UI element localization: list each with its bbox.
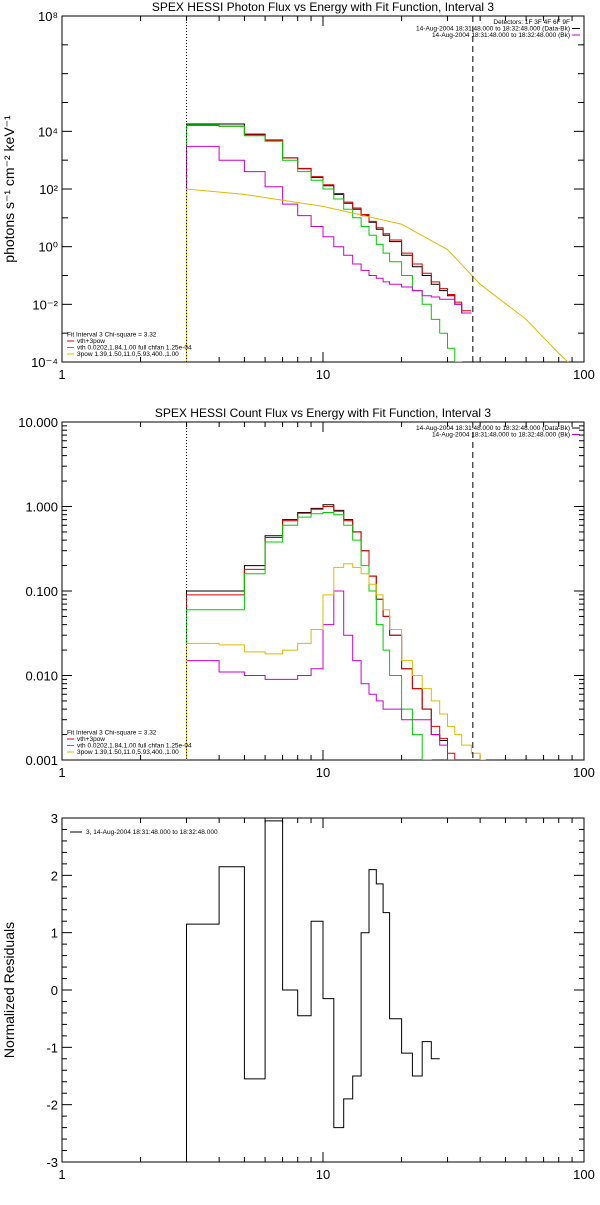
- y-tick-label: 0.010: [25, 669, 58, 684]
- plot-area: [186, 422, 486, 760]
- legend-top-right-entry: 14-Aug-2004 18:31:48.000 to 18:32:48.000…: [432, 432, 570, 439]
- legend-bottom-left-entry: vth+3pow: [77, 736, 105, 743]
- y-tick-label: 10⁸: [38, 9, 58, 24]
- x-tick-label: 1: [58, 765, 65, 780]
- y-tick-label: 10⁴: [38, 124, 58, 139]
- y-tick-label: -1: [46, 1040, 58, 1055]
- legend-bottom-left-entry: vth 0.0202,1.84,1.00 full chfan 1.25e-04: [77, 743, 192, 750]
- x-axis-ticks: [61, 818, 573, 1162]
- x-tick-label: 1: [58, 1167, 65, 1182]
- series-line-1: [186, 820, 440, 1162]
- x-tick-label: 1: [58, 367, 65, 382]
- legend-bottom-left-entry: 3pow 1.39,1.50,11.0,5.93,400.,1.00: [77, 351, 179, 358]
- y-tick-label: -2: [46, 1098, 58, 1113]
- series-line-4: [186, 590, 456, 760]
- x-tick-label: 10: [316, 367, 330, 382]
- legend-top-right-entry: 14-Aug-2004 18:31:48.000 to 18:32:48.000…: [432, 32, 570, 39]
- x-tick-label: 100: [573, 1167, 595, 1182]
- legend-top-right-entry: 14-Aug-2004 18:31:48.000 to 18:32:48.000…: [416, 425, 570, 432]
- y-axis-label: Normalized Residuals: [1, 922, 17, 1058]
- legend-bottom-left-entry: Fit Interval 3 Chi-square = 3.32: [67, 730, 157, 737]
- y-axis-ticks: [62, 421, 584, 761]
- series-line-1: [186, 504, 456, 760]
- y-axis-label: photons s⁻¹ cm⁻² keV⁻¹: [1, 115, 17, 263]
- x-tick-label: 10: [316, 765, 330, 780]
- series-line-4: [186, 145, 472, 362]
- legend-top-right-entry: 14-Aug-2004 18:31:48.000 to 18:32:48.000…: [416, 26, 570, 33]
- y-tick-label: 10⁻⁴: [31, 355, 58, 370]
- y-tick-label: 0.001: [25, 753, 58, 768]
- y-tick-label: 0: [51, 983, 58, 998]
- plot-frame: [61, 421, 585, 761]
- model-curve: [186, 188, 569, 362]
- x-axis-ticks: [61, 422, 573, 760]
- y-tick-label: 3: [51, 811, 58, 826]
- x-tick-label: 100: [573, 765, 595, 780]
- x-tick-label: 100: [573, 367, 595, 382]
- chart-title: SPEX HESSI Photon Flux vs Energy with Fi…: [152, 0, 494, 14]
- y-tick-label: 10⁰: [38, 240, 58, 255]
- series-line-2: [186, 124, 472, 362]
- series-line-5: [186, 563, 486, 760]
- y-tick-label: -3: [46, 1155, 58, 1170]
- y-tick-label: 0.100: [25, 584, 58, 599]
- x-tick-label: 10: [316, 1167, 330, 1182]
- chart-panel-3: 1 10 100 -3 -2 -1 0 1 2 3 Normalized Residuals 3, 1…: [1, 811, 595, 1182]
- y-tick-label: 1.000: [25, 500, 58, 515]
- chart-panel-2: SPEX HESSI Count Flux vs Energy with Fit…: [18, 406, 595, 780]
- legend-bottom-left-entry: Fit Interval 3 Chi-square = 3.32: [67, 332, 157, 339]
- legend-bottom-left-entry: vth 0.0202,1.84,1.00 full chfan 1.25e-04: [77, 345, 192, 352]
- legend-top-right-entry: Detectors: 1F 3F 4F 6F 9F: [493, 19, 570, 26]
- legend-bottom-left-entry: 3pow 1.39,1.50,11.0,5.93,400.,1.00: [77, 749, 179, 756]
- y-tick-label: 10.000: [18, 415, 58, 430]
- y-tick-label: 10²: [39, 182, 58, 197]
- plot-area: [186, 820, 440, 1162]
- chart-title: SPEX HESSI Count Flux vs Energy with Fit…: [155, 406, 491, 420]
- y-axis-ticks: [62, 15, 584, 363]
- plot-area: [186, 16, 569, 362]
- series-line-3: [186, 124, 463, 362]
- y-tick-label: 2: [51, 868, 58, 883]
- y-axis-ticks: [62, 817, 584, 1163]
- x-axis-ticks: [61, 16, 573, 362]
- legend-bottom-left-entry: vth+3pow: [77, 338, 105, 345]
- legend-top-left-entry: 3, 14-Aug-2004 18:31:48.000 to 18:32:48.…: [86, 829, 218, 836]
- y-tick-label: 1: [51, 926, 58, 941]
- y-tick-label: 10⁻²: [32, 297, 58, 312]
- chart-panel-1: SPEX HESSI Photon Flux vs Energy with Fi…: [1, 0, 595, 382]
